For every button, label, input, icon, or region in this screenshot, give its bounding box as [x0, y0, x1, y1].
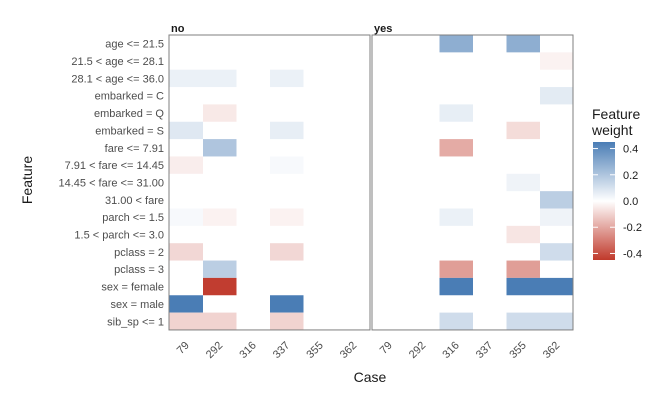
heatmap-cell: [439, 139, 473, 157]
facet-panel-yes: yes 79 292 316 337 355 362: [371, 23, 574, 361]
legend-title-line-2: weight: [591, 122, 633, 138]
facet-panels: no 79 292 316 337 355 362 yes 79 292 316 337 355 362: [168, 23, 574, 361]
y-tick-label: sex = female: [101, 282, 164, 294]
y-tick-label: age <= 21.5: [105, 39, 164, 51]
legend-title-line-1: Feature: [592, 106, 640, 122]
heatmap-cell: [270, 121, 304, 140]
heatmap-cell: [439, 312, 473, 330]
heatmap-cell: [439, 260, 473, 278]
y-tick-label: embarked = S: [95, 125, 164, 137]
y-tick-label: fare <= 7.91: [105, 143, 164, 155]
heatmap-cell: [270, 208, 304, 226]
heatmap-cell: [270, 69, 304, 88]
heatmap-cell: [169, 121, 203, 140]
y-tick-label: 14.45 < fare <= 31.00: [58, 177, 164, 189]
x-tick-label: 292: [204, 340, 225, 361]
heatmap-cell: [169, 69, 203, 88]
heatmap-cell: [540, 277, 574, 296]
heatmap-cell: [169, 243, 203, 261]
y-tick-label: 1.5 < parch <= 3.0: [74, 230, 164, 242]
y-tick-labels: age <= 21.5 21.5 < age <= 28.1 28.1 < age …: [58, 39, 164, 329]
heatmap-cell: [506, 173, 540, 192]
y-tick-label: 21.5 < age <= 28.1: [71, 56, 164, 68]
y-tick-label: parch <= 1.5: [102, 212, 164, 224]
heatmap-cell: [169, 208, 203, 226]
x-tick-label: 362: [541, 340, 562, 361]
x-tick-label: 337: [271, 340, 292, 361]
heatmap-cell: [540, 208, 574, 226]
legend-ticks: 0.4 0.2 0.0 -0.2 -0.4: [593, 144, 642, 260]
y-axis-title: Feature: [19, 156, 35, 204]
y-tick-label: embarked = Q: [94, 108, 164, 120]
y-tick-label: 31.00 < fare: [105, 195, 164, 207]
heatmap-cell: [439, 208, 473, 226]
x-tick-label: 316: [440, 340, 461, 361]
x-tick-label: 337: [474, 340, 495, 361]
heatmap-cell: [506, 35, 540, 53]
legend-tick-label: -0.4: [623, 248, 642, 260]
heatmap-cell: [203, 312, 237, 330]
heatmap-cell: [506, 260, 540, 278]
legend-tick-label: 0.0: [623, 196, 638, 208]
heatmap-cell: [270, 295, 304, 313]
heatmap-cell: [203, 260, 237, 278]
heatmap-cell: [203, 277, 237, 296]
legend: Feature weight 0.4 0.2 0.0 -0.2 -0.4: [591, 106, 642, 260]
y-tick-label: sex = male: [111, 299, 165, 311]
heatmap-cell: [270, 156, 304, 174]
heatmap-cell: [439, 35, 473, 53]
heatmap-cell: [439, 277, 473, 296]
x-tick-label: 355: [507, 340, 528, 361]
x-axis-title: Case: [354, 369, 387, 385]
heatmap-cell: [203, 139, 237, 157]
heatmap-cell: [439, 104, 473, 122]
y-tick-label: pclass = 2: [114, 247, 164, 259]
x-tick-label: 292: [407, 340, 428, 361]
x-tick-label: 79: [378, 340, 395, 357]
legend-tick-label: 0.4: [623, 144, 638, 156]
heatmap-cell: [540, 52, 574, 70]
panel-border: [371, 34, 574, 331]
heatmap-cell: [203, 104, 237, 122]
heatmap-cell: [506, 121, 540, 140]
heatmap-cell: [169, 295, 203, 313]
x-tick-label: 79: [175, 340, 192, 357]
heatmap-cell: [540, 191, 574, 209]
heatmap-cell: [506, 277, 540, 296]
y-tick-label: embarked = C: [95, 91, 164, 103]
heatmap-cell: [203, 69, 237, 88]
y-tick-label: 28.1 < age <= 36.0: [71, 73, 164, 85]
legend-tick-label: 0.2: [623, 170, 638, 182]
heatmap-cell: [540, 312, 574, 330]
facet-title-no: no: [171, 23, 185, 35]
facet-panel-no: no 79 292 316 337 355 362: [168, 23, 371, 361]
heatmap-cell: [506, 225, 540, 244]
y-tick-label: 7.91 < fare <= 14.45: [65, 160, 164, 172]
heatmap-cell: [169, 156, 203, 174]
heatmap-cell: [270, 312, 304, 330]
panel-border: [168, 34, 371, 331]
heatmap-cell: [270, 243, 304, 261]
heatmap-cell: [506, 312, 540, 330]
legend-colorbar: [593, 142, 615, 260]
heatmap-cell: [540, 87, 574, 105]
facet-title-yes: yes: [374, 23, 392, 35]
x-tick-label: 316: [237, 340, 258, 361]
heatmap-cell: [169, 312, 203, 330]
y-tick-label: pclass = 3: [114, 264, 164, 276]
y-tick-label: sib_sp <= 1: [107, 316, 164, 328]
heatmap-cell: [540, 243, 574, 261]
x-tick-label: 362: [338, 340, 359, 361]
heatmap-cell: [203, 208, 237, 226]
x-tick-label: 355: [304, 340, 325, 361]
legend-tick-label: -0.2: [623, 222, 642, 234]
